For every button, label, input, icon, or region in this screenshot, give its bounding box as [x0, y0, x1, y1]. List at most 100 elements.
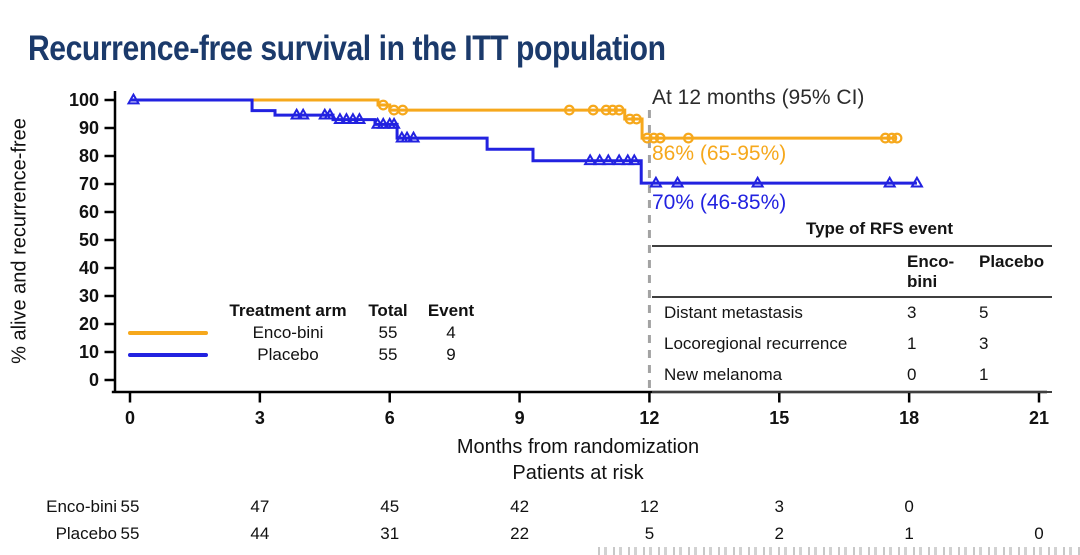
rfs-col-header-encobini: Enco-bini: [907, 245, 979, 298]
legend-spacer: [118, 300, 218, 322]
at-risk-count: 0: [1034, 524, 1043, 543]
y-tick-label: 20: [79, 314, 99, 334]
encobini-censor-mark: [377, 99, 389, 111]
at-risk-count: 22: [510, 524, 529, 543]
placebo-censor-mark: [612, 153, 626, 166]
at-risk-count: 55: [121, 497, 140, 516]
legend-header-arm: Treatment arm: [229, 301, 347, 320]
placebo-censor-mark: [406, 130, 421, 143]
encobini-censor-mark: [641, 132, 653, 144]
at-risk-row-label: Enco-bini: [46, 497, 117, 516]
placebo-censor-mark: [346, 112, 360, 124]
placebo-censor-mark: [352, 112, 367, 124]
rfs-header-spacer: [652, 245, 907, 298]
rfs-value-placebo: 3: [979, 334, 989, 353]
at-risk-count: 55: [121, 524, 140, 543]
encobini-censor-mark: [631, 113, 642, 125]
placebo-curve: [130, 98, 917, 185]
legend-event-placebo: 9: [446, 345, 456, 364]
at-risk-count: 12: [640, 497, 659, 516]
encobini-censor-mark: [654, 132, 666, 144]
legend-arm-placebo: Placebo: [257, 345, 319, 364]
x-tick-label: 18: [899, 408, 919, 428]
legend-event-encobini: 4: [446, 323, 456, 342]
placebo-censor-mark: [333, 112, 347, 124]
rfs-table-title: Type of RFS event: [805, 219, 954, 238]
encobini-censor-mark: [879, 132, 891, 144]
placebo-censor-mark: [592, 153, 607, 166]
legend-total-placebo: 55: [378, 345, 398, 364]
encobini-censor-mark: [682, 132, 694, 144]
legend-header-event: Event: [427, 301, 475, 320]
table-row: Locoregional recurrence 1 3: [652, 329, 1052, 360]
table-row: New melanoma 0 1: [652, 360, 1052, 393]
x-axis-title: Months from randomization: [456, 436, 700, 458]
encobini-line-swatch: [118, 322, 218, 344]
at-risk-count: 5: [645, 524, 654, 543]
y-tick-label: 40: [79, 258, 99, 278]
x-tick-label: 12: [639, 408, 659, 428]
placebo-censor-mark: [670, 175, 685, 188]
encobini-censor-mark: [624, 113, 636, 125]
y-tick-label: 80: [79, 146, 99, 166]
at-risk-count: 44: [250, 524, 269, 543]
rfs-value-placebo: 1: [979, 360, 1052, 393]
patients-at-risk-header: Patients at risk: [512, 462, 644, 484]
at-risk-count: 1: [904, 524, 913, 543]
at-risk-count: 0: [904, 497, 913, 516]
placebo-censor-mark: [376, 116, 390, 129]
placebo-censor-mark: [387, 116, 401, 129]
rfs-row-label: New melanoma: [652, 360, 907, 393]
encobini-censor-mark: [397, 104, 409, 116]
at-risk-count: 42: [510, 497, 529, 516]
y-tick-label: 50: [79, 230, 99, 250]
x-tick-label: 21: [1029, 408, 1049, 428]
placebo-censor-mark: [339, 112, 354, 124]
placebo-censor-mark: [289, 107, 304, 120]
placebo-censor-mark: [882, 175, 897, 188]
placebo-censor-mark: [323, 107, 337, 120]
placebo-censor-mark: [621, 153, 635, 166]
encobini-censor-mark: [648, 132, 660, 144]
x-tick-label: 6: [385, 408, 395, 428]
encobini-censor-mark: [587, 104, 599, 116]
rfs-value-encobini: 0: [907, 360, 979, 393]
encobini-censor-mark: [607, 104, 619, 116]
at-risk-count: 3: [775, 497, 784, 516]
y-tick-label: 60: [79, 202, 99, 222]
y-tick-label: 70: [79, 174, 99, 194]
encobini-censor-mark: [613, 104, 625, 116]
x-tick-label: 9: [515, 408, 525, 428]
x-tick-label: 0: [125, 408, 135, 428]
rfs-value-encobini: 3: [907, 303, 917, 322]
placebo-censor-mark: [296, 107, 310, 120]
encobini-censor-mark: [886, 132, 898, 144]
at-risk-count: 2: [775, 524, 784, 543]
placebo-line-swatch: [118, 344, 218, 366]
annotation-encobini-estimate: 86% (65-95%): [652, 142, 787, 165]
encobini-censor-mark: [891, 132, 903, 144]
placebo-censor-mark: [126, 92, 141, 105]
placebo-censor-mark: [583, 153, 597, 166]
rfs-row-label: Locoregional recurrence: [664, 334, 848, 353]
rfs-value-placebo: 5: [979, 303, 989, 322]
page-title: Recurrence-free survival in the ITT popu…: [28, 29, 666, 69]
x-tick-label: 3: [255, 408, 265, 428]
y-axis-title: % alive and recurrence-free: [8, 118, 31, 364]
at-risk-count: 45: [380, 497, 399, 516]
placebo-censor-mark: [910, 175, 924, 188]
at-risk-count: 47: [250, 497, 269, 516]
encobini-curve: [130, 98, 898, 140]
table-row: Distant metastasis 3 5: [652, 297, 1052, 329]
y-tick-label: 100: [69, 90, 99, 110]
rfs-col-header-placebo: Placebo: [979, 245, 1052, 298]
rfs-event-table: Type of RFS event Enco-bini Placebo Dist…: [652, 219, 1052, 393]
at-risk-row-label: Placebo: [56, 524, 117, 543]
placebo-censor-mark: [627, 153, 642, 166]
encobini-censor-mark: [600, 104, 612, 116]
legend-arm-encobini: Enco-bini: [252, 323, 324, 342]
placebo-censor-mark: [601, 153, 616, 166]
placebo-censor-mark: [400, 130, 414, 143]
legend-total-encobini: 55: [378, 323, 398, 342]
